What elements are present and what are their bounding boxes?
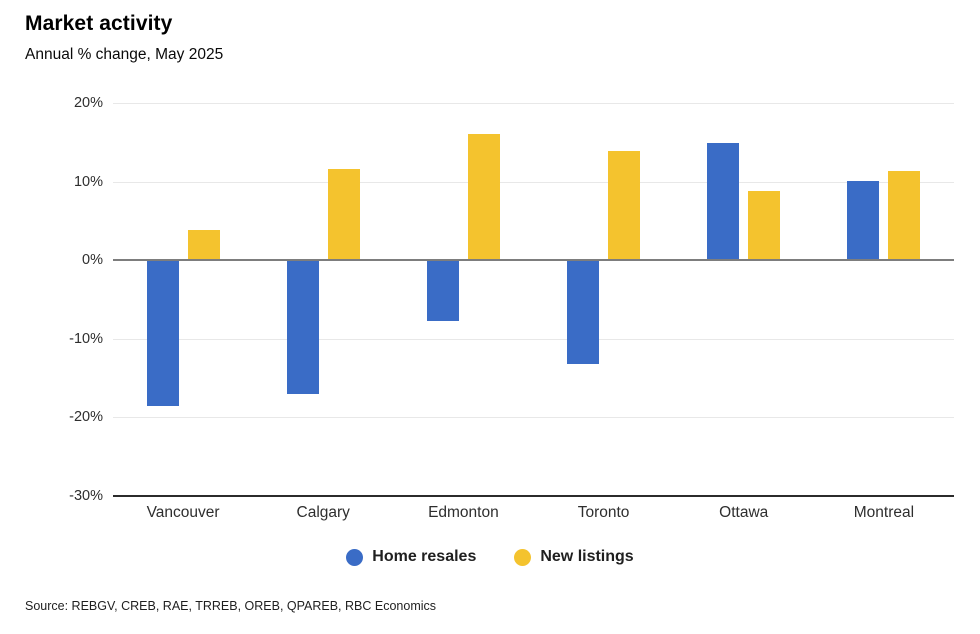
x-category-label-vancouver: Vancouver xyxy=(146,504,220,521)
legend-dot-icon xyxy=(514,548,532,566)
legend-item-home-resales: Home resales xyxy=(346,548,476,566)
y-tick-label: -30% xyxy=(69,488,103,504)
legend-dot-icon xyxy=(346,548,364,566)
y-tick-label: -10% xyxy=(69,330,103,347)
y-axis: 20% 10% 0% -10% -20% -30% xyxy=(0,95,103,504)
x-category-label-edmonton: Edmonton xyxy=(428,504,499,521)
plot-area xyxy=(113,103,954,497)
chart-subtitle: Annual % change, May 2025 xyxy=(25,46,224,63)
x-axis-line xyxy=(113,495,954,497)
bar-new-listings-ottawa xyxy=(748,191,781,261)
x-category-label-toronto: Toronto xyxy=(577,504,630,521)
bar-home-resales-calgary xyxy=(286,260,319,394)
y-tick-label: 10% xyxy=(73,173,103,190)
bar-new-listings-vancouver xyxy=(187,229,220,261)
zero-line xyxy=(113,259,954,262)
bar-new-listings-edmonton xyxy=(467,133,500,261)
gridline xyxy=(113,338,954,340)
x-axis: Vancouver Calgary Edmonton Toronto Ottawa Mon… xyxy=(113,504,954,526)
bar-home-resales-vancouver xyxy=(146,260,179,406)
source-note: Source: REBGV, CREB, RAE, TRREB, OREB, Q… xyxy=(25,599,437,613)
bar-home-resales-ottawa xyxy=(707,143,740,261)
legend-label: New listings xyxy=(540,548,634,565)
y-tick-label: -20% xyxy=(69,409,103,426)
x-category-label-calgary: Calgary xyxy=(296,504,350,521)
legend-item-new-listings: New listings xyxy=(514,548,634,566)
gridline xyxy=(113,181,954,183)
chart-legend: Home resales New listings xyxy=(0,548,980,566)
y-tick-label: 0% xyxy=(82,252,103,269)
gridline xyxy=(113,103,954,104)
x-category-label-ottawa: Ottawa xyxy=(719,504,769,521)
x-category-label-montreal: Montreal xyxy=(853,504,915,521)
gridline xyxy=(113,417,954,419)
y-tick-label: 20% xyxy=(73,95,103,111)
legend-label: Home resales xyxy=(372,548,477,565)
bar-home-resales-toronto xyxy=(567,260,600,364)
page-title: Market activity xyxy=(25,12,173,35)
bar-new-listings-montreal xyxy=(888,171,921,261)
bar-new-listings-calgary xyxy=(327,169,360,261)
bar-home-resales-montreal xyxy=(847,180,880,261)
bar-new-listings-toronto xyxy=(608,150,641,261)
bar-home-resales-edmonton xyxy=(426,260,459,322)
